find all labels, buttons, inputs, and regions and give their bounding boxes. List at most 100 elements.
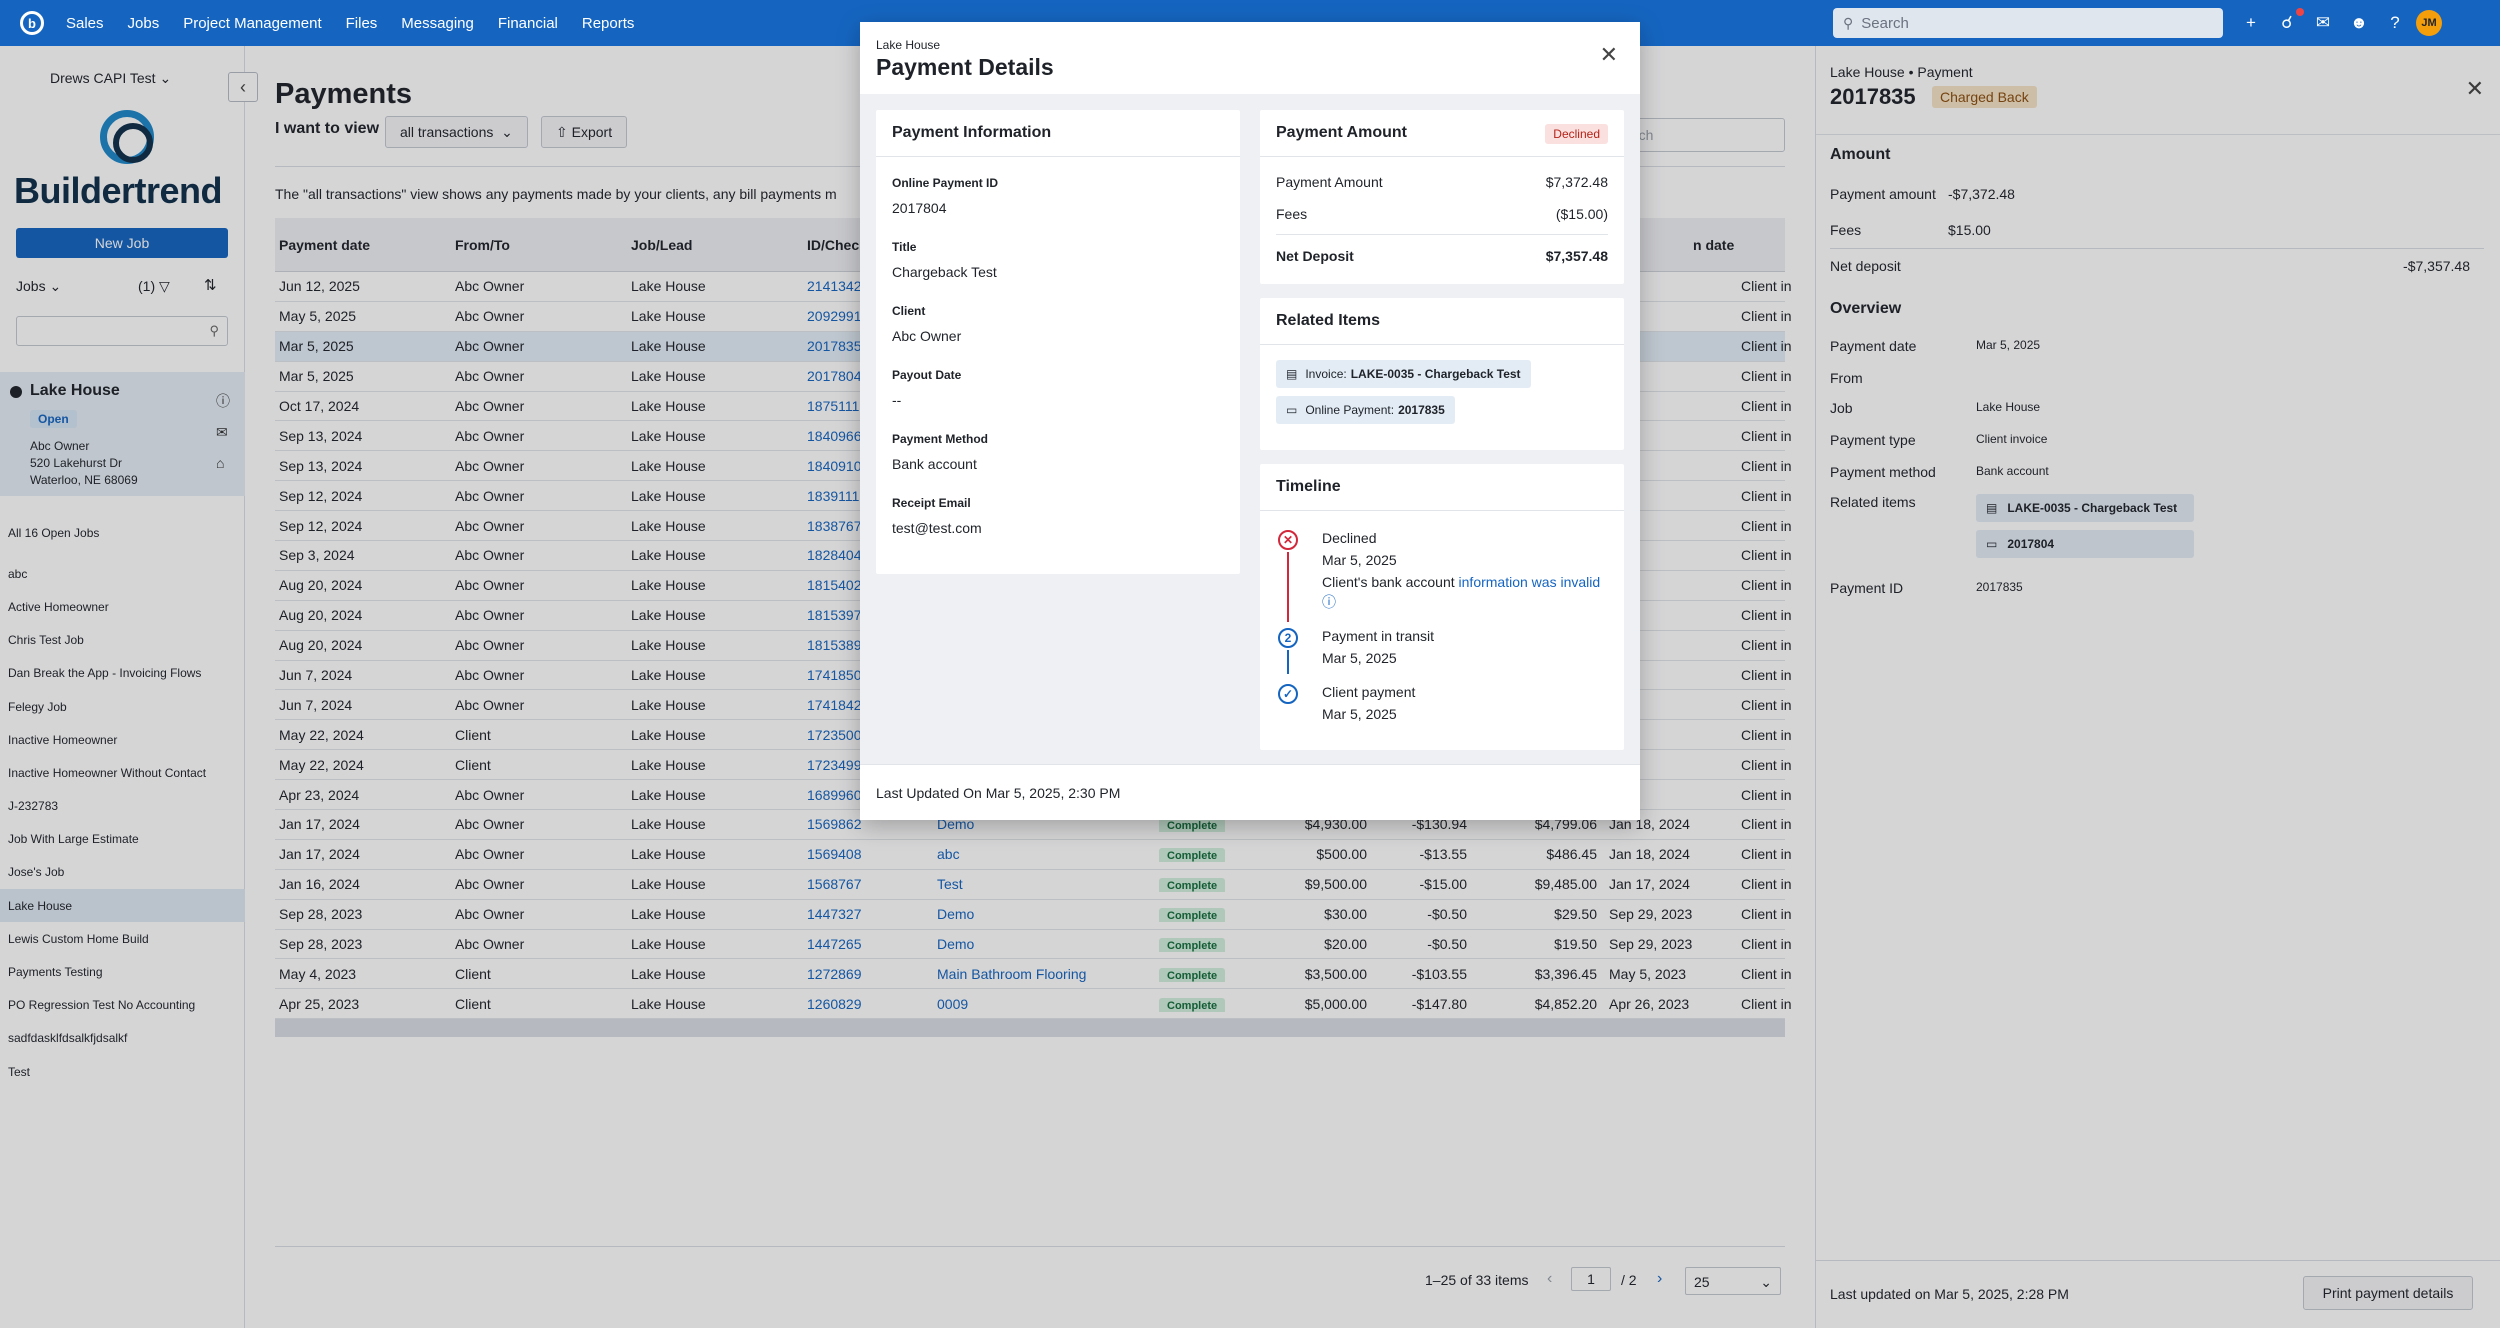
table-row[interactable]: Jan 17, 2024 Abc Owner Lake House 1569408 ab…: [275, 840, 1792, 870]
table-row[interactable]: Sep 28, 2023 Abc Owner Lake House 1447265 De…: [275, 930, 1792, 960]
payment-id-link[interactable]: 1840910: [803, 458, 933, 474]
payment-id-link[interactable]: 1447327: [803, 906, 933, 922]
close-icon[interactable]: ✕: [2465, 76, 2484, 101]
payment-id-link[interactable]: 1839111: [803, 488, 933, 504]
table-row[interactable]: Apr 25, 2023 Client Lake House 1260829 0009 C…: [275, 989, 1792, 1020]
payment-id-link[interactable]: 2017804: [803, 368, 933, 384]
job-list-item[interactable]: Inactive Homeowner Without Contact: [8, 765, 207, 780]
job-list-item[interactable]: Payments Testing: [8, 965, 103, 980]
job-list-item[interactable]: abc: [8, 566, 28, 581]
payment-id-link[interactable]: 1838767: [803, 518, 933, 534]
information-invalid-link[interactable]: information was invalid: [1458, 574, 1601, 590]
table-row[interactable]: Jun 12, 2025 Abc Owner Lake House 2141342 Cl…: [275, 272, 1792, 302]
collapse-sidebar-button[interactable]: ‹: [228, 72, 258, 102]
nav-files[interactable]: Files: [345, 14, 378, 32]
close-icon[interactable]: ✕: [1599, 42, 1618, 67]
page-size-select[interactable]: 25 ⌄: [1685, 1267, 1781, 1295]
page-number-input[interactable]: 1: [1571, 1267, 1611, 1291]
job-list-item[interactable]: Jose's Job: [8, 865, 65, 880]
column-header[interactable]: Job/Lead: [631, 236, 693, 253]
payment-id-link[interactable]: 1447265: [803, 936, 933, 952]
payment-id-link[interactable]: 1815389: [803, 637, 933, 653]
column-header[interactable]: Payment date: [279, 236, 371, 253]
all-jobs-item[interactable]: All 16 Open Jobs: [8, 525, 100, 540]
selected-job-card[interactable]: Lake House Open Abc Owner 520 Lakehurst …: [0, 372, 245, 496]
payment-title-link[interactable]: Demo: [933, 816, 1155, 832]
payment-id-link[interactable]: 1741842: [803, 697, 933, 713]
payment-id-link[interactable]: 1723499: [803, 757, 933, 773]
column-header[interactable]: n date: [1693, 236, 1735, 253]
job-list-item[interactable]: Test: [8, 1064, 31, 1079]
job-list-item[interactable]: Lake House: [0, 889, 245, 923]
app-logo-icon[interactable]: b: [20, 11, 44, 35]
table-row[interactable]: Jan 16, 2024 Abc Owner Lake House 1568767 Te…: [275, 870, 1792, 900]
filter-button[interactable]: (1) ▽: [138, 278, 170, 295]
payment-id-link[interactable]: 1689960: [803, 787, 933, 803]
payment-title-link[interactable]: Demo: [933, 906, 1155, 922]
plus-icon[interactable]: +: [2246, 13, 2256, 32]
next-page-icon[interactable]: ›: [1657, 1270, 1663, 1287]
payment-id-link[interactable]: 1568767: [803, 876, 933, 892]
payment-id-link[interactable]: 1840966: [803, 428, 933, 444]
info-icon[interactable]: ⓘ: [1322, 594, 1336, 610]
payment-title-link[interactable]: Test: [933, 876, 1155, 892]
nav-financial[interactable]: Financial: [497, 14, 558, 32]
prev-page-icon[interactable]: ‹: [1547, 1270, 1553, 1287]
user-avatar[interactable]: JM: [2416, 10, 2442, 36]
payment-id-link[interactable]: 2017835: [803, 338, 933, 354]
help-icon[interactable]: ?: [2390, 13, 2400, 32]
job-list-item[interactable]: Lewis Custom Home Build: [8, 931, 149, 946]
payment-id-link[interactable]: 1569408: [803, 846, 933, 862]
column-header[interactable]: ID/Chec: [807, 236, 860, 253]
nav-jobs[interactable]: Jobs: [127, 14, 160, 32]
home-icon[interactable]: ⌂: [216, 455, 225, 471]
payment-id-link[interactable]: 1875111: [803, 398, 933, 414]
grid-scrollbar[interactable]: [275, 1019, 1785, 1038]
payment-title-link[interactable]: 0009: [933, 996, 1155, 1012]
job-list-item[interactable]: sadfdasklfdsalkfjdsalkf: [8, 1031, 128, 1046]
job-list-item[interactable]: Felegy Job: [8, 699, 67, 714]
table-row[interactable]: Sep 28, 2023 Abc Owner Lake House 1447327 De…: [275, 900, 1792, 930]
related-invoice-chip[interactable]: ▤ LAKE-0035 - Chargeback Test: [1976, 494, 2194, 522]
payment-id-link[interactable]: 1815397: [803, 607, 933, 623]
sort-icon[interactable]: ⇅: [204, 277, 217, 294]
payment-id-link[interactable]: 1260829: [803, 996, 933, 1012]
payment-id-link[interactable]: 1723500: [803, 727, 933, 743]
job-list-item[interactable]: PO Regression Test No Accounting: [8, 998, 196, 1013]
online-payment-chip[interactable]: ▭ Online Payment: 2017835: [1276, 396, 1455, 424]
people-icon[interactable]: ☻: [2350, 13, 2368, 32]
job-list-item[interactable]: Dan Break the App - Invoicing Flows: [8, 666, 202, 681]
payment-id-link[interactable]: 2092991: [803, 308, 933, 324]
invoice-chip[interactable]: ▤ Invoice: LAKE-0035 - Chargeback Test: [1276, 360, 1531, 388]
mail-icon[interactable]: ✉: [216, 424, 228, 440]
payment-id-link[interactable]: 1815402: [803, 577, 933, 593]
jobs-dropdown[interactable]: Jobs ⌄: [16, 278, 62, 294]
related-online-payment-chip[interactable]: ▭ 2017804: [1976, 530, 2194, 558]
view-dropdown[interactable]: all transactions ⌄: [385, 116, 528, 148]
payment-id-link[interactable]: 1828404: [803, 547, 933, 563]
company-selector[interactable]: Drews CAPI Test ⌄: [50, 70, 171, 87]
job-search-input[interactable]: ⚲: [16, 316, 228, 346]
job-list-item[interactable]: Active Homeowner: [8, 599, 109, 614]
job-list-item[interactable]: J-232783: [8, 799, 59, 814]
nav-project-management[interactable]: Project Management: [183, 14, 322, 32]
payment-id-link[interactable]: 1741850: [803, 667, 933, 683]
table-row[interactable]: Jan 17, 2024 Abc Owner Lake House 1569862 De…: [275, 810, 1792, 840]
payment-title-link[interactable]: Main Bathroom Flooring: [933, 966, 1155, 982]
nav-reports[interactable]: Reports: [581, 14, 635, 32]
column-header[interactable]: From/To: [455, 236, 510, 253]
info-icon[interactable]: ⓘ: [216, 393, 230, 409]
job-list-item[interactable]: Job With Large Estimate: [8, 832, 139, 847]
new-job-button[interactable]: New Job: [16, 228, 228, 258]
table-row[interactable]: May 4, 2023 Client Lake House 1272869 Main B…: [275, 959, 1792, 990]
print-payment-details-button[interactable]: Print payment details: [2303, 1276, 2473, 1310]
job-list-item[interactable]: Chris Test Job: [8, 633, 84, 648]
payment-id-link[interactable]: 2141342: [803, 278, 933, 294]
chat-icon[interactable]: ✉: [2315, 13, 2331, 32]
payment-title-link[interactable]: abc: [933, 846, 1155, 862]
payment-id-link[interactable]: 1272869: [803, 966, 933, 982]
payment-id-link[interactable]: 1569862: [803, 816, 933, 832]
export-button[interactable]: ⇧ Export: [541, 116, 628, 148]
nav-messaging[interactable]: Messaging: [401, 14, 474, 32]
nav-sales[interactable]: Sales: [66, 14, 104, 32]
